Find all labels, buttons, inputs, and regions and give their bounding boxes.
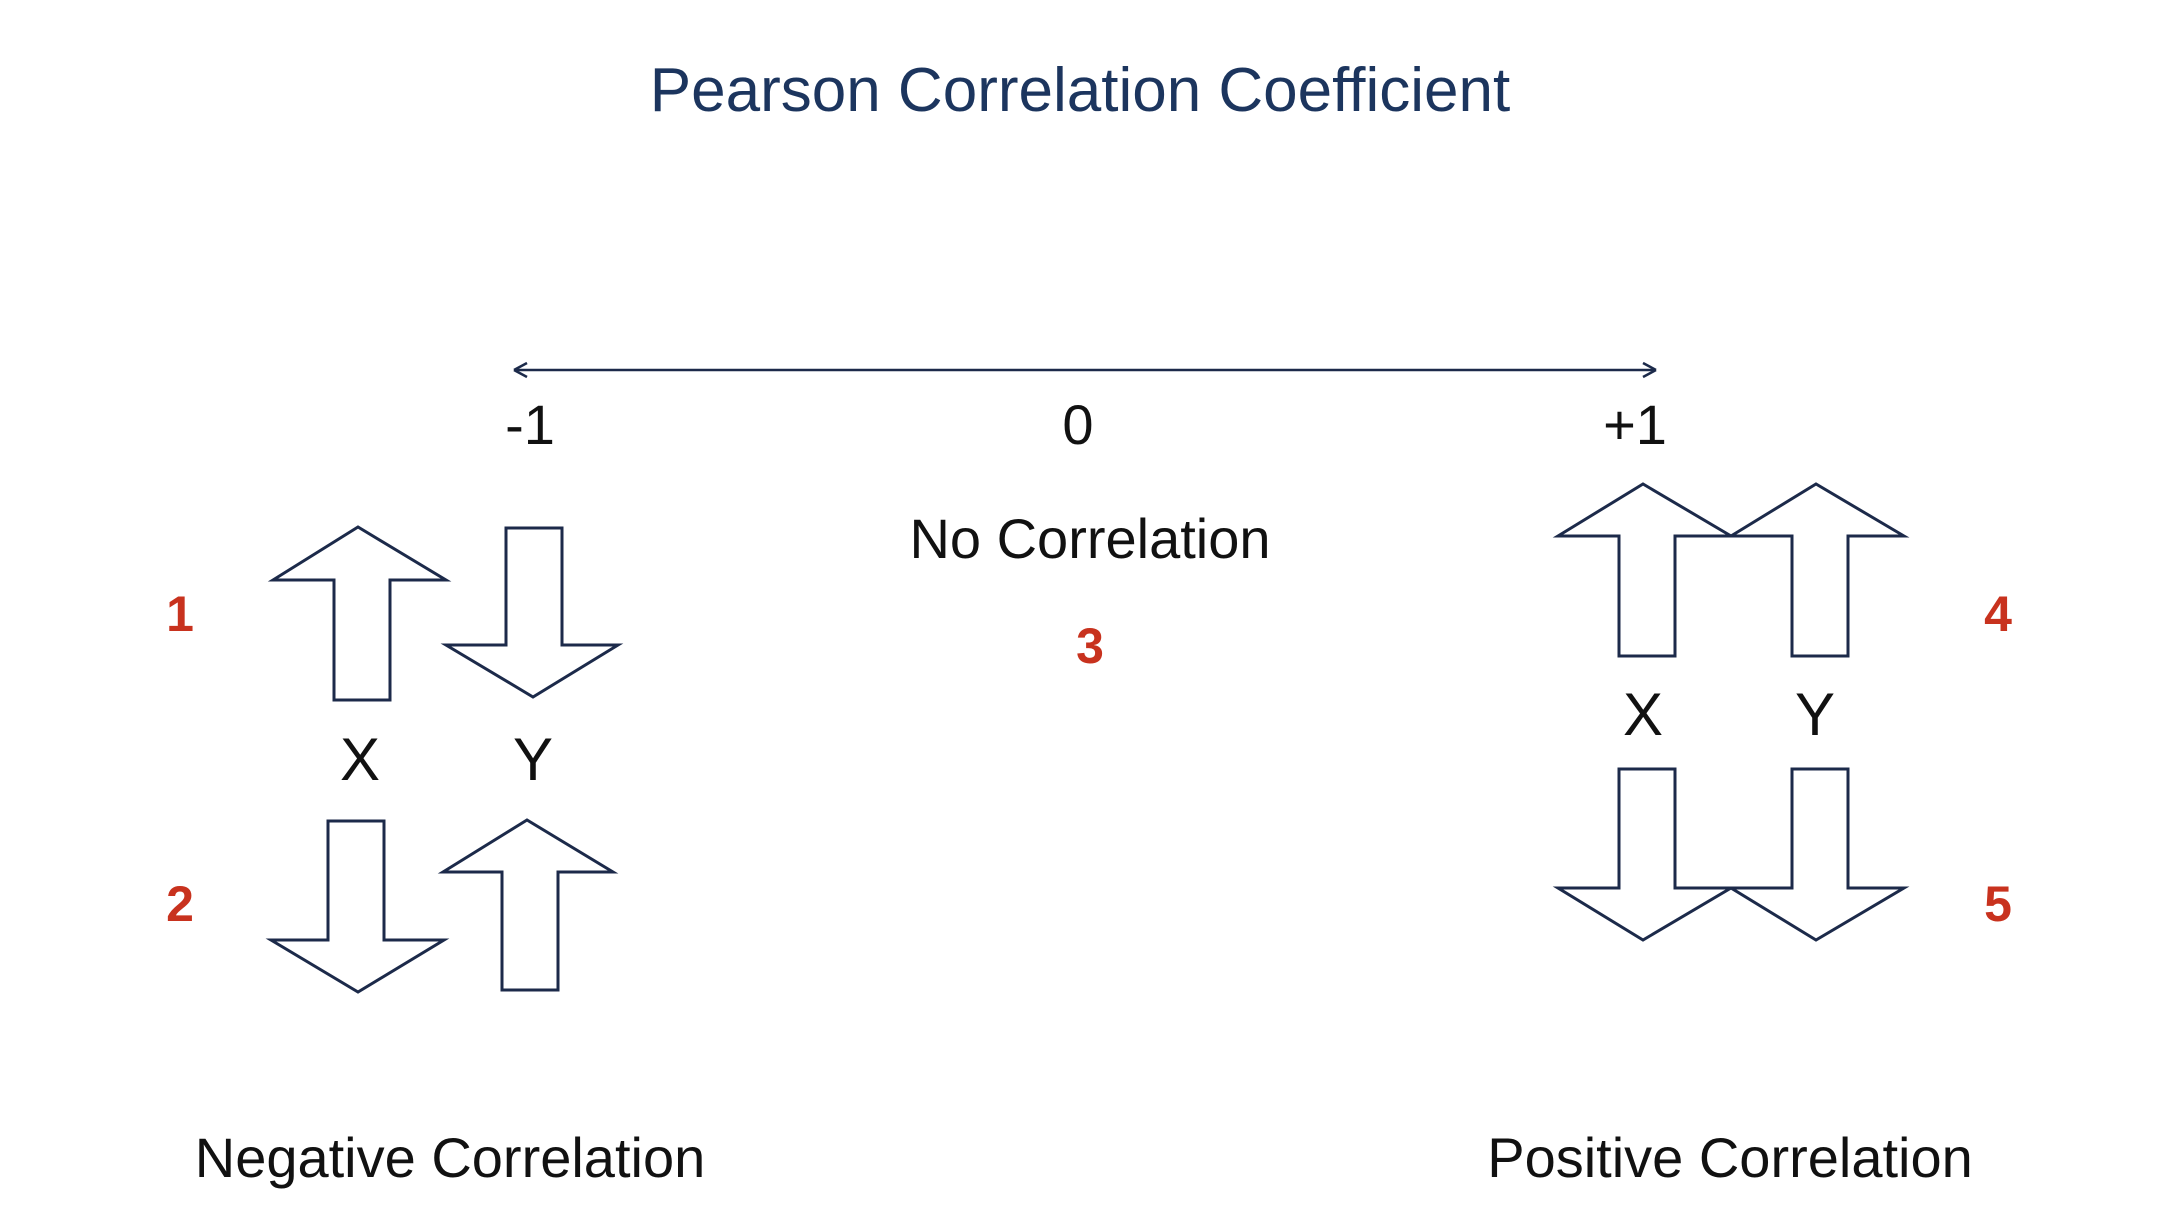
negative-x-up-arrow-icon — [267, 525, 452, 702]
positive-x-label: X — [1622, 681, 1664, 748]
case-number-2: 2 — [166, 876, 194, 932]
scale-max-label: +1 — [1603, 393, 1667, 456]
negative-y-up-arrow-icon — [437, 818, 619, 992]
scale-mid-label: 0 — [1062, 393, 1094, 456]
case-number-5: 5 — [1984, 876, 2012, 932]
negative-x-label: X — [339, 726, 381, 793]
axis-right-arrowhead — [1642, 361, 1657, 379]
page-title: Pearson Correlation Coefficient — [649, 56, 1511, 125]
positive-x-up-arrow-icon — [1552, 482, 1737, 658]
positive-y-up-arrow-icon — [1725, 482, 1910, 658]
case-number-3: 3 — [1076, 618, 1104, 674]
negative-x-down-arrow-icon — [265, 819, 450, 994]
positive-y-down-arrow-icon — [1725, 767, 1910, 942]
scale-min-label: -1 — [505, 393, 555, 456]
case-number-1: 1 — [166, 586, 194, 642]
negative-y-label: Y — [512, 726, 554, 793]
case-number-4: 4 — [1984, 586, 2012, 642]
positive-x-down-arrow-icon — [1552, 767, 1737, 942]
positive-y-label: Y — [1794, 681, 1836, 748]
negative-correlation-label: Negative Correlation — [194, 1126, 706, 1189]
positive-correlation-label: Positive Correlation — [1487, 1126, 1973, 1189]
axis-left-arrowhead — [513, 361, 528, 379]
negative-y-down-arrow-icon — [440, 526, 624, 699]
no-correlation-label: No Correlation — [909, 507, 1271, 570]
